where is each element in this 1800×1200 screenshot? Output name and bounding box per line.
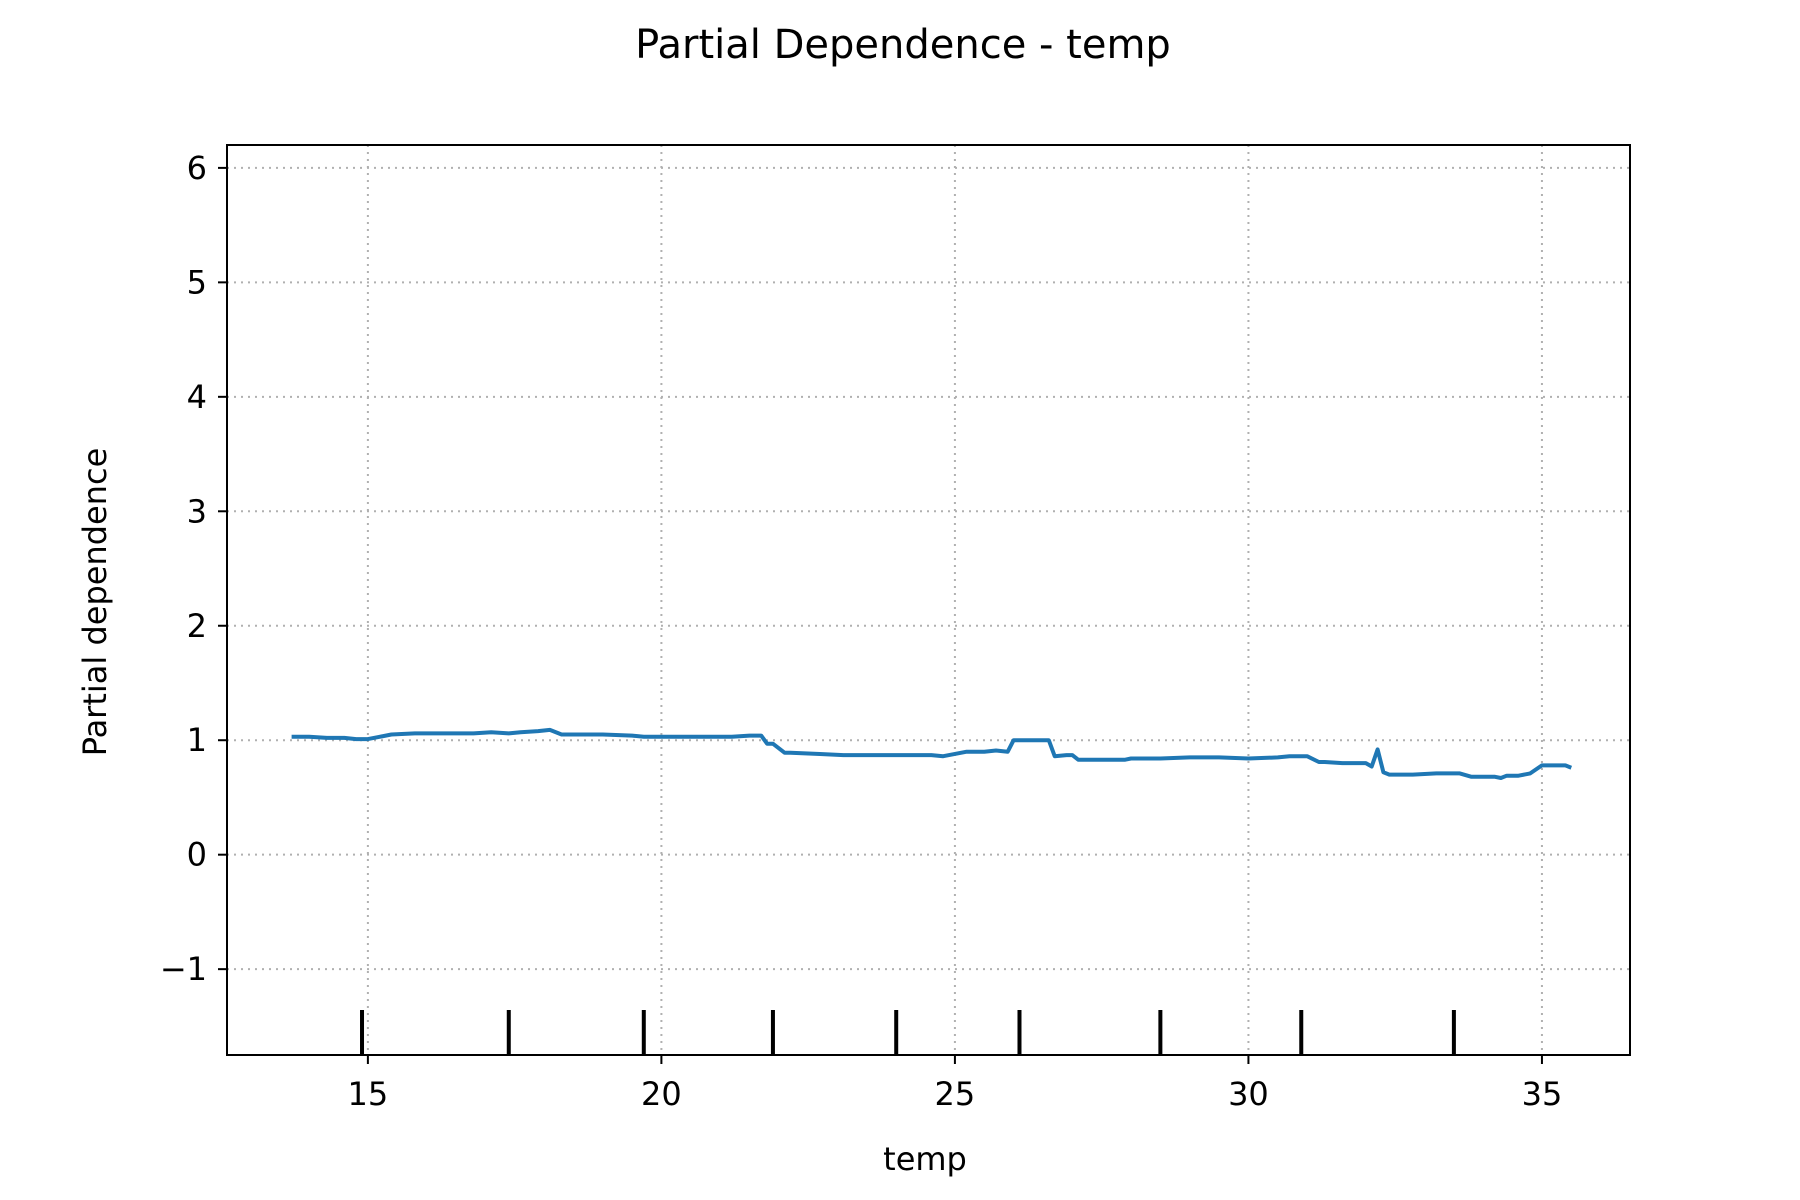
- y-tick-label: −1: [160, 950, 207, 988]
- x-axis: 15 20 25 30 35: [348, 1055, 1563, 1113]
- y-tick-label: 1: [187, 721, 207, 759]
- y-tick-label: 3: [187, 492, 207, 530]
- chart-title: Partial Dependence - temp: [635, 22, 1171, 68]
- y-tick-label: 6: [187, 149, 207, 187]
- series-line: [291, 727, 1573, 780]
- x-tick-label: 30: [1228, 1075, 1269, 1113]
- y-tick-label: 4: [187, 378, 207, 416]
- x-tick-label: 20: [641, 1075, 682, 1113]
- y-tick-label: 5: [187, 263, 207, 301]
- y-axis-label: Partial dependence: [76, 448, 114, 757]
- y-tick-label: 0: [187, 836, 207, 874]
- x-tick-label: 25: [935, 1075, 976, 1113]
- x-axis-label: temp: [883, 1140, 967, 1178]
- rug-layer: [360, 1010, 1456, 1054]
- y-axis: −1 0 1 2 3 4 5 6: [160, 149, 227, 988]
- grid: [227, 145, 1630, 1055]
- series-layer: [291, 727, 1573, 780]
- plot-frame: [226, 144, 1631, 1056]
- y-tick-label: 2: [187, 607, 207, 645]
- x-tick-label: 35: [1522, 1075, 1563, 1113]
- x-tick-label: 15: [348, 1075, 389, 1113]
